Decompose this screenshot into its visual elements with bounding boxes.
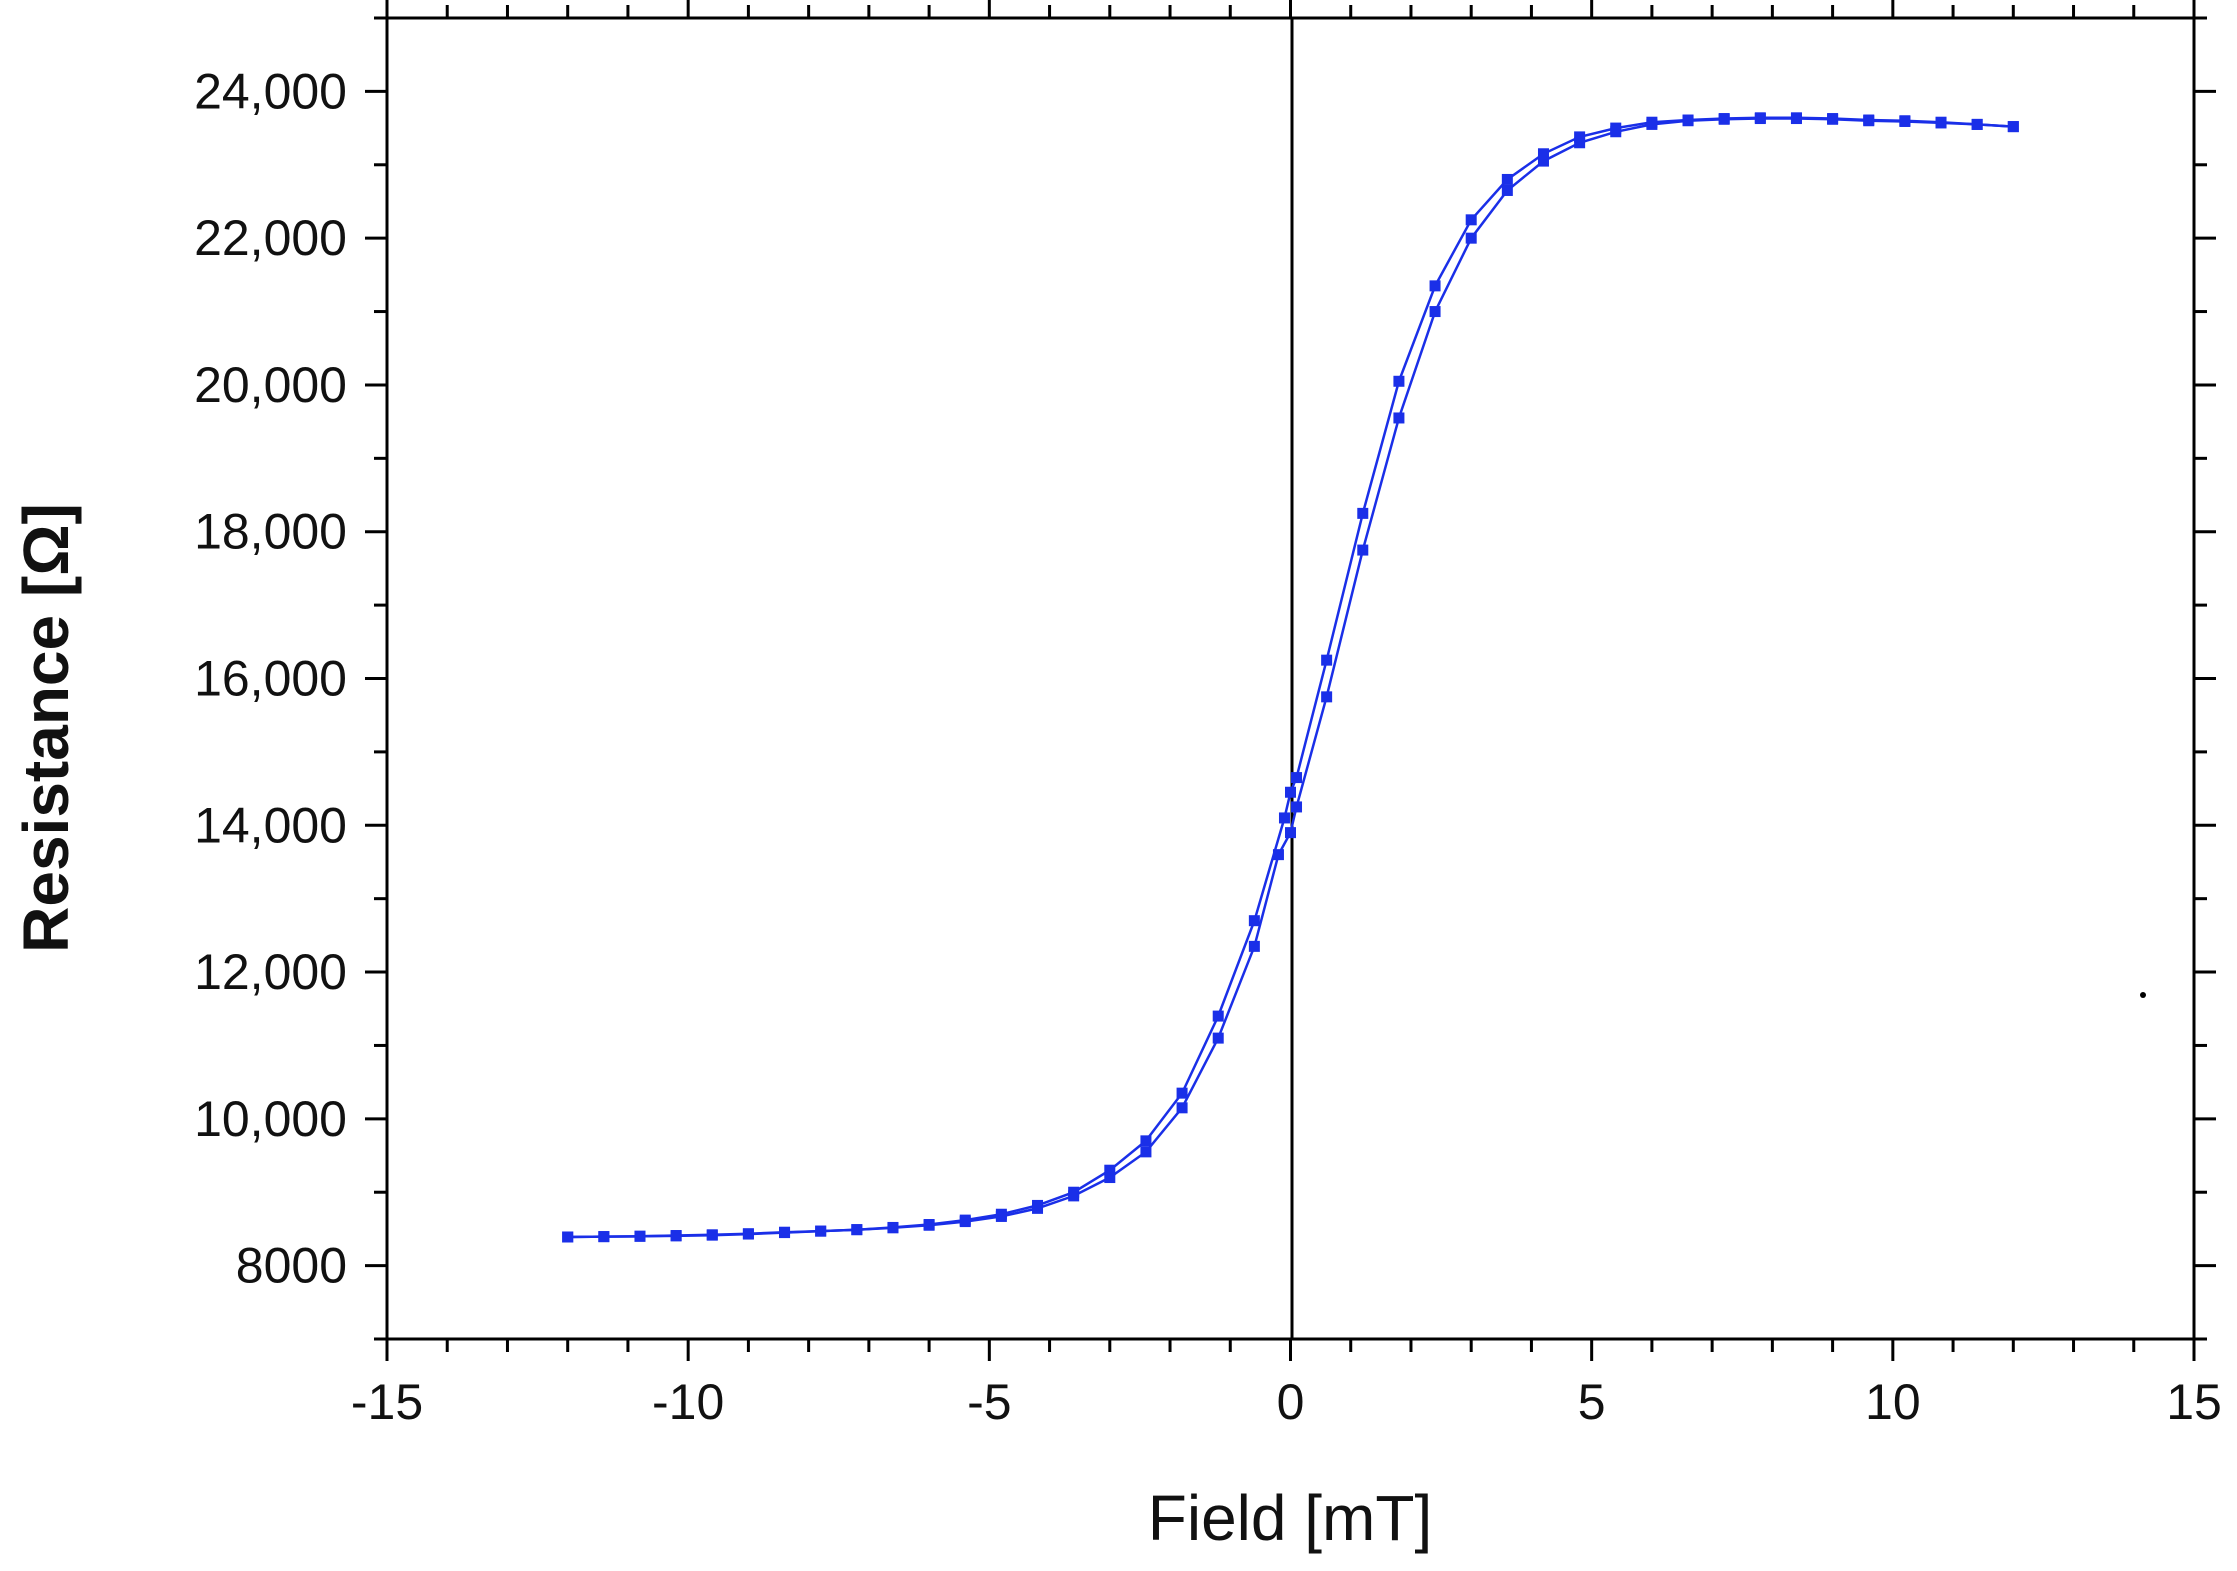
data-point	[562, 1231, 574, 1243]
data-point	[1610, 122, 1622, 134]
data-point	[1646, 116, 1658, 128]
y-tick-labels: 8000 10,000 12,000 14,000 16,000 18,000 20,000…	[194, 63, 347, 1293]
data-point	[1212, 1010, 1224, 1022]
data-point	[1465, 214, 1477, 226]
data-point	[851, 1224, 863, 1236]
data-point	[1574, 131, 1586, 143]
data-point	[1429, 280, 1441, 292]
axis-ticks	[365, 0, 2216, 1361]
x-tick-label: -10	[652, 1374, 724, 1430]
data-point	[670, 1230, 682, 1242]
x-tick-label: 5	[1578, 1374, 1606, 1430]
y-tick-label: 8000	[236, 1238, 347, 1294]
data-point	[1291, 772, 1303, 784]
data-point	[706, 1229, 718, 1241]
y-tick-label: 20,000	[194, 357, 347, 413]
data-point	[1285, 827, 1296, 839]
data-point	[959, 1214, 971, 1226]
x-tick-label: -15	[351, 1374, 423, 1430]
data-point	[1104, 1172, 1116, 1184]
data-point	[1465, 232, 1477, 244]
data-point	[1357, 544, 1369, 556]
data-point	[1899, 115, 1911, 127]
y-tick-label: 22,000	[194, 210, 347, 266]
data-point	[1429, 306, 1441, 318]
data-point	[1537, 155, 1549, 167]
y-tick-label: 18,000	[194, 504, 347, 560]
y-tick-label: 10,000	[194, 1091, 347, 1147]
stray-dot	[2140, 992, 2146, 998]
data-series	[562, 112, 2019, 1243]
data-point	[1321, 691, 1333, 703]
data-point	[1790, 112, 1802, 124]
data-point	[1357, 507, 1369, 519]
y-tick-label: 24,000	[194, 63, 347, 119]
data-point	[1278, 812, 1290, 824]
data-point	[1104, 1164, 1116, 1176]
data-point	[1248, 940, 1260, 952]
data-point	[779, 1227, 791, 1239]
data-point	[1285, 786, 1296, 798]
data-point	[2007, 121, 2019, 133]
x-tick-label: 10	[1865, 1374, 1921, 1430]
data-point	[1754, 112, 1766, 124]
data-point	[887, 1221, 899, 1233]
data-point	[995, 1208, 1007, 1220]
series-2	[562, 112, 2019, 1243]
data-point	[1140, 1135, 1152, 1147]
y-axis-title: Resistance [Ω]	[10, 503, 82, 953]
data-point	[1501, 184, 1513, 196]
data-point	[923, 1219, 935, 1231]
y-tick-label: 16,000	[194, 651, 347, 707]
data-point	[598, 1231, 610, 1243]
data-point	[1393, 375, 1405, 387]
data-point	[1718, 113, 1730, 125]
data-point	[1574, 137, 1586, 149]
x-tick-label: -5	[967, 1374, 1011, 1430]
data-point	[1212, 1032, 1224, 1044]
x-tick-label: 15	[2166, 1374, 2222, 1430]
x-tick-labels: -15 -10 -5 0 5 10 15	[351, 1374, 2222, 1430]
y-tick-label: 14,000	[194, 797, 347, 853]
data-point	[1291, 801, 1303, 813]
data-point	[1827, 113, 1839, 125]
data-point	[1140, 1146, 1152, 1158]
data-point	[742, 1228, 754, 1240]
data-point	[1935, 116, 1947, 128]
data-point	[815, 1225, 827, 1237]
data-point	[1272, 849, 1284, 861]
data-point	[1032, 1199, 1044, 1211]
x-axis-title: Field [mT]	[1148, 1482, 1432, 1554]
x-tick-label: 0	[1277, 1374, 1305, 1430]
data-point	[634, 1230, 646, 1242]
data-point	[1393, 412, 1405, 424]
data-point	[1971, 118, 1983, 130]
data-point	[1068, 1186, 1080, 1198]
y-tick-label: 12,000	[194, 944, 347, 1000]
data-point	[1176, 1087, 1188, 1099]
data-point	[1321, 654, 1333, 666]
data-point	[1248, 915, 1260, 927]
data-point	[1863, 114, 1875, 126]
data-point	[1537, 148, 1549, 160]
data-point	[1682, 114, 1694, 126]
data-point	[1176, 1102, 1188, 1114]
data-point	[1501, 173, 1513, 185]
